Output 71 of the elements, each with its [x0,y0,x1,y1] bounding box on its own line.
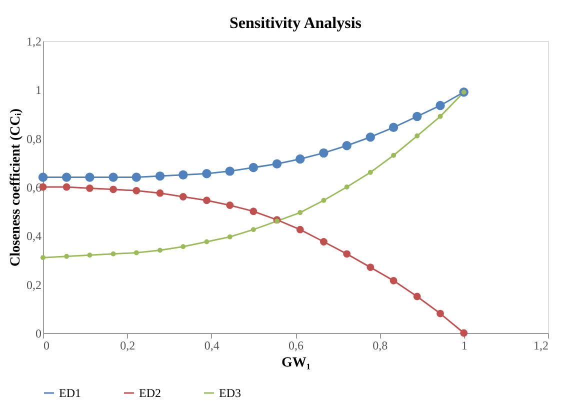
point [412,112,422,122]
chart-title: Sensitivity Analysis [229,15,362,32]
legend-label: ED3 [219,386,241,400]
point [225,166,234,176]
point [296,226,304,234]
point [38,172,48,182]
point [178,170,188,180]
point [179,193,187,200]
point [156,189,164,197]
y-tick-label: 0,4 [26,229,42,244]
point [342,141,352,150]
point [366,264,374,271]
point [248,162,258,172]
point [226,202,234,209]
y-tick-label: 0,2 [26,278,42,292]
point [388,122,398,132]
y-tick-label: 1 [36,83,42,98]
point [319,148,328,158]
point [227,234,232,240]
point [250,208,258,216]
point [296,154,305,164]
x-tick-label: 0,8 [372,338,388,352]
point [298,210,303,216]
point [40,255,46,260]
point [320,238,328,246]
point [274,218,280,224]
point [204,239,210,244]
y-tick-label: 1,2 [26,34,42,48]
point [62,183,70,191]
point [180,244,186,250]
point [344,184,350,190]
x-tick-label: 0,6 [288,338,304,352]
point [62,172,72,182]
point [110,186,117,194]
point [132,186,140,194]
y-axis-title: Closeness coefficient (CCᵢ) [8,108,24,266]
point [64,254,70,259]
legend-label: ED1 [59,386,81,400]
point [110,251,116,256]
point [157,248,162,253]
point [391,152,396,158]
point [272,159,282,168]
x-tick-label: 0,2 [120,338,136,352]
point [413,292,421,300]
x-tick-label: 0,4 [204,338,220,352]
point [436,310,444,318]
y-tick-label: 0,8 [26,132,42,146]
point [438,114,443,119]
point [366,132,376,142]
point [343,250,351,258]
point [87,252,92,258]
point [250,227,256,232]
point [108,172,118,182]
point [202,196,210,204]
point [86,184,94,192]
point [436,100,445,110]
x-tick-label: 1 [461,338,468,352]
legend-label: ED2 [139,386,161,400]
point [155,171,165,181]
point [368,170,373,175]
point [321,198,326,203]
x-axis-title: GW₁ [281,356,311,370]
point [414,133,420,138]
point [85,172,94,182]
x-tick-label: 1,2 [534,338,548,352]
point [390,276,398,284]
point [134,250,139,256]
point [460,329,468,337]
point [202,169,212,178]
point [132,172,142,182]
y-tick-label: 0 [36,326,42,340]
